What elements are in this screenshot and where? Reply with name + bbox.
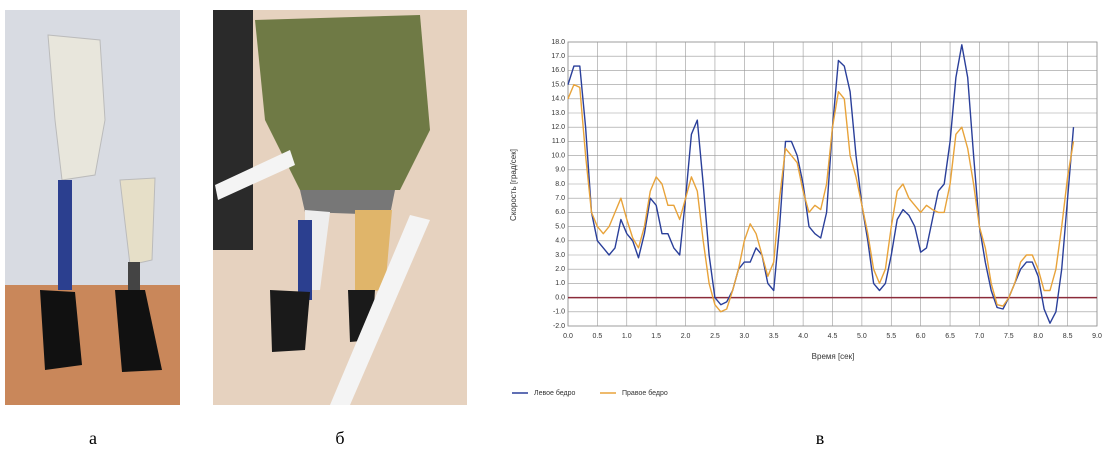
x-tick-label: 8.5 — [1063, 333, 1073, 340]
figure: а б в Скорость [град/сек] Время [сек] -2… — [0, 0, 1102, 452]
y-axis-label: Скорость [град/сек] — [509, 149, 518, 221]
photo-patient — [213, 10, 467, 405]
y-tick-label: 12.0 — [551, 124, 565, 131]
x-axis-label: Время [сек] — [812, 352, 855, 361]
y-tick-label: 15.0 — [551, 81, 565, 88]
x-tick-label: 5.5 — [886, 333, 896, 340]
y-tick-label: 5.0 — [555, 223, 565, 230]
panel-label: б — [335, 428, 344, 448]
x-tick-label: 0.5 — [593, 333, 603, 340]
y-tick-label: -1.0 — [553, 309, 565, 316]
y-tick-label: 9.0 — [555, 167, 565, 174]
x-tick-label: 9.0 — [1092, 333, 1102, 340]
y-tick-label: 7.0 — [555, 195, 565, 202]
y-tick-label: -2.0 — [553, 323, 565, 330]
panel-label: а — [89, 428, 97, 448]
x-tick-label: 7.0 — [975, 333, 985, 340]
x-tick-label: 5.0 — [857, 333, 867, 340]
y-tick-label: 1.0 — [555, 280, 565, 287]
legend-label: Правое бедро — [622, 389, 668, 397]
y-tick-label: 16.0 — [551, 67, 565, 74]
y-tick-label: 13.0 — [551, 110, 565, 117]
x-tick-label: 2.5 — [710, 333, 720, 340]
y-tick-label: 17.0 — [551, 53, 565, 60]
x-tick-label: 8.0 — [1033, 333, 1043, 340]
y-tick-label: 0.0 — [555, 294, 565, 301]
x-tick-label: 0.0 — [563, 333, 573, 340]
x-tick-label: 3.0 — [739, 333, 749, 340]
photo-prosthesis — [5, 10, 180, 405]
y-tick-label: 2.0 — [555, 266, 565, 273]
x-tick-label: 6.5 — [945, 333, 955, 340]
x-tick-label: 3.5 — [769, 333, 779, 340]
panel-label: в — [816, 428, 825, 448]
y-tick-label: 4.0 — [555, 238, 565, 245]
legend-label: Левое бедро — [534, 389, 576, 397]
y-tick-label: 3.0 — [555, 252, 565, 259]
x-tick-label: 4.5 — [828, 333, 838, 340]
y-tick-label: 14.0 — [551, 96, 565, 103]
y-tick-label: 10.0 — [551, 152, 565, 159]
x-tick-label: 1.0 — [622, 333, 632, 340]
x-tick-label: 4.0 — [798, 333, 808, 340]
y-tick-label: 8.0 — [555, 181, 565, 188]
x-tick-label: 1.5 — [651, 333, 661, 340]
x-tick-label: 2.0 — [681, 333, 691, 340]
y-tick-label: 11.0 — [552, 138, 565, 145]
x-tick-label: 6.0 — [916, 333, 926, 340]
y-tick-label: 6.0 — [555, 209, 565, 216]
x-tick-label: 7.5 — [1004, 333, 1014, 340]
y-tick-label: 18.0 — [551, 39, 565, 46]
